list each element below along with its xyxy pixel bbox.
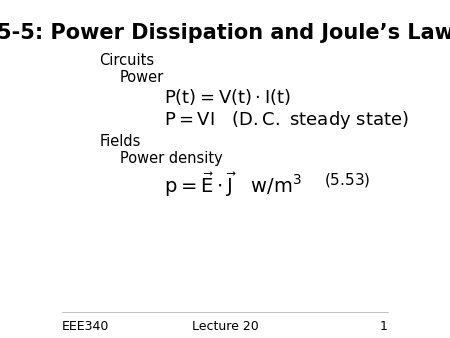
Text: $\mathsf{(5.53)}$: $\mathsf{(5.53)}$	[324, 171, 371, 189]
Text: 1: 1	[380, 320, 388, 333]
Text: Power: Power	[120, 70, 164, 85]
Text: Fields: Fields	[99, 134, 141, 149]
Text: $\mathsf{P(t) = V(t) \cdot I(t)}$: $\mathsf{P(t) = V(t) \cdot I(t)}$	[164, 87, 291, 107]
Text: Power density: Power density	[120, 150, 223, 166]
Text: 5-5: Power Dissipation and Joule’s Law: 5-5: Power Dissipation and Joule’s Law	[0, 23, 450, 43]
Text: Circuits: Circuits	[99, 53, 155, 68]
Text: $\mathsf{P = VI}$   $\mathsf{(D.C.\ steady\ state)}$: $\mathsf{P = VI}$ $\mathsf{(D.C.\ steady…	[164, 109, 409, 131]
Text: EEE340: EEE340	[62, 320, 110, 333]
Text: Lecture 20: Lecture 20	[192, 320, 258, 333]
Text: $\mathsf{p = \vec{E} \cdot \vec{J}}$   $\mathsf{w/m^3}$: $\mathsf{p = \vec{E} \cdot \vec{J}}$ $\m…	[164, 171, 302, 199]
